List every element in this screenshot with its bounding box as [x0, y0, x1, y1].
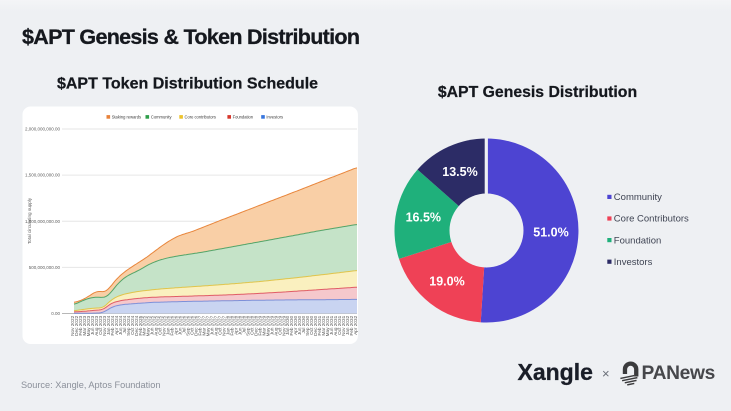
svg-text:×: ×: [602, 366, 610, 381]
svg-text:2,000,000,000.00: 2,000,000,000.00: [25, 127, 61, 132]
svg-text:PANews: PANews: [642, 363, 716, 384]
svg-text:Apr 2024: Apr 2024: [114, 315, 119, 334]
svg-text:Jun 2027: Jun 2027: [210, 315, 215, 335]
svg-text:Aug 2025: Aug 2025: [154, 315, 159, 335]
svg-text:Aug 2023: Aug 2023: [94, 315, 99, 335]
svg-text:May 2025: May 2025: [146, 315, 151, 336]
svg-text:Oct 2027: Oct 2027: [218, 315, 223, 334]
svg-text:Feb 2032: Feb 2032: [349, 315, 354, 335]
svg-text:Jul 2026: Jul 2026: [182, 315, 187, 333]
svg-text:Staking rewards: Staking rewards: [112, 115, 141, 120]
svg-text:Jun 2029: Jun 2029: [269, 315, 274, 335]
svg-text:Mar 2025: Mar 2025: [142, 315, 147, 335]
svg-text:Sep 2026: Sep 2026: [186, 315, 191, 335]
svg-text:Aug 2029: Aug 2029: [273, 315, 278, 335]
svg-text:Core contributors: Core contributors: [185, 115, 216, 120]
svg-text:Community: Community: [614, 192, 662, 203]
svg-text:Jun 2028: Jun 2028: [237, 315, 242, 335]
svg-text:0.00: 0.00: [51, 311, 60, 316]
svg-text:Investors: Investors: [266, 115, 283, 120]
svg-text:Investors: Investors: [614, 257, 653, 268]
svg-text:Source: Xangle, Aptos Foundati: Source: Xangle, Aptos Foundation: [21, 380, 160, 390]
svg-text:Dec 2030: Dec 2030: [313, 315, 318, 335]
svg-text:Jul 2030: Jul 2030: [301, 315, 306, 333]
svg-text:Feb 2023: Feb 2023: [78, 315, 83, 335]
svg-text:500,000,000.00: 500,000,000.00: [29, 265, 61, 270]
svg-text:Nov 2029: Nov 2029: [281, 315, 286, 335]
svg-text:Dec 2026: Dec 2026: [194, 315, 199, 335]
svg-text:Oct 2031: Oct 2031: [337, 315, 342, 334]
svg-text:Nov 2031: Nov 2031: [341, 315, 346, 335]
svg-text:Community: Community: [151, 115, 173, 120]
svg-text:Total circulating supply: Total circulating supply: [27, 197, 32, 244]
svg-text:Dec 2022: Dec 2022: [74, 315, 79, 335]
svg-text:Jun 2024: Jun 2024: [118, 315, 123, 335]
svg-text:Xangle: Xangle: [518, 359, 593, 385]
svg-text:Oct 2030: Oct 2030: [309, 315, 314, 334]
svg-text:Jan 2030: Jan 2030: [285, 315, 290, 335]
svg-text:Oct 2026: Oct 2026: [190, 315, 195, 334]
svg-text:Feb 2026: Feb 2026: [170, 315, 175, 335]
svg-text:Dec 2024: Dec 2024: [134, 315, 139, 335]
svg-text:May 2029: May 2029: [265, 315, 270, 336]
svg-text:13.5%: 13.5%: [442, 165, 477, 179]
svg-text:Mar 2031: Mar 2031: [321, 315, 326, 335]
svg-text:Dec 2028: Dec 2028: [253, 315, 258, 335]
svg-text:$APT Genesis & Token Distribut: $APT Genesis & Token Distribution: [22, 25, 359, 49]
svg-text:Mar 2027: Mar 2027: [202, 315, 207, 335]
svg-text:Jun 2026: Jun 2026: [178, 315, 183, 335]
svg-text:Jan 2026: Jan 2026: [166, 315, 171, 335]
svg-text:May 2027: May 2027: [206, 315, 211, 336]
svg-text:Apr 2032: Apr 2032: [353, 315, 358, 334]
svg-text:Oct 2028: Oct 2028: [249, 315, 254, 334]
svg-text:Jan 2028: Jan 2028: [226, 315, 231, 335]
svg-text:Jun 2030: Jun 2030: [297, 315, 302, 335]
svg-text:51.0%: 51.0%: [533, 226, 568, 240]
svg-text:Foundation: Foundation: [614, 235, 662, 246]
svg-text:1,000,000,000.00: 1,000,000,000.00: [25, 219, 61, 224]
svg-text:1,500,000,000.00: 1,500,000,000.00: [25, 173, 61, 178]
svg-text:Jul 2028: Jul 2028: [241, 315, 246, 333]
svg-text:$APT Genesis Distribution: $APT Genesis Distribution: [438, 84, 637, 101]
svg-text:Feb 2027: Feb 2027: [198, 315, 203, 335]
svg-text:Nov 2025: Nov 2025: [162, 315, 167, 335]
svg-text:19.0%: 19.0%: [429, 275, 464, 289]
svg-text:Feb 2031: Feb 2031: [317, 315, 322, 335]
svg-text:$APT Token Distribution Schedu: $APT Token Distribution Schedule: [57, 76, 318, 93]
svg-text:Jan 2024: Jan 2024: [106, 315, 111, 335]
svg-text:Sep 2024: Sep 2024: [126, 315, 131, 335]
svg-text:Core Contributors: Core Contributors: [614, 214, 689, 225]
svg-text:Foundation: Foundation: [233, 115, 254, 120]
svg-text:Jun 2025: Jun 2025: [150, 315, 155, 335]
svg-text:Sep 2030: Sep 2030: [305, 315, 310, 335]
svg-text:Apr 2030: Apr 2030: [293, 315, 298, 334]
svg-text:Feb 2029: Feb 2029: [257, 315, 262, 335]
svg-text:16.5%: 16.5%: [406, 211, 441, 225]
svg-text:May 2023: May 2023: [86, 315, 91, 336]
svg-text:Feb 2028: Feb 2028: [229, 315, 234, 335]
svg-text:Apr 2028: Apr 2028: [233, 315, 238, 334]
svg-text:Jan 2032: Jan 2032: [345, 315, 350, 335]
svg-text:Mar 2029: Mar 2029: [261, 315, 266, 335]
svg-text:Mar 2023: Mar 2023: [82, 315, 87, 335]
svg-text:Aug 2027: Aug 2027: [214, 315, 219, 335]
svg-text:Jun 2031: Jun 2031: [329, 315, 334, 335]
svg-text:Oct 2029: Oct 2029: [277, 315, 282, 334]
svg-text:May 2031: May 2031: [325, 315, 330, 336]
svg-text:Oct 2024: Oct 2024: [130, 315, 135, 334]
svg-text:Oct 2023: Oct 2023: [98, 315, 103, 334]
svg-text:Nov 2027: Nov 2027: [222, 315, 227, 335]
svg-text:Feb 2025: Feb 2025: [138, 315, 143, 335]
svg-text:Feb 2024: Feb 2024: [110, 315, 115, 335]
svg-text:Nov 2022: Nov 2022: [70, 315, 75, 335]
svg-text:Aug 2031: Aug 2031: [333, 315, 338, 335]
svg-text:Feb 2030: Feb 2030: [289, 315, 294, 335]
svg-text:Jun 2023: Jun 2023: [90, 315, 95, 335]
svg-text:Jul 2024: Jul 2024: [122, 315, 127, 333]
svg-text:Apr 2026: Apr 2026: [174, 315, 179, 334]
svg-text:Nov 2023: Nov 2023: [102, 315, 107, 335]
svg-text:Oct 2025: Oct 2025: [158, 315, 163, 334]
svg-text:Sep 2028: Sep 2028: [245, 315, 250, 335]
